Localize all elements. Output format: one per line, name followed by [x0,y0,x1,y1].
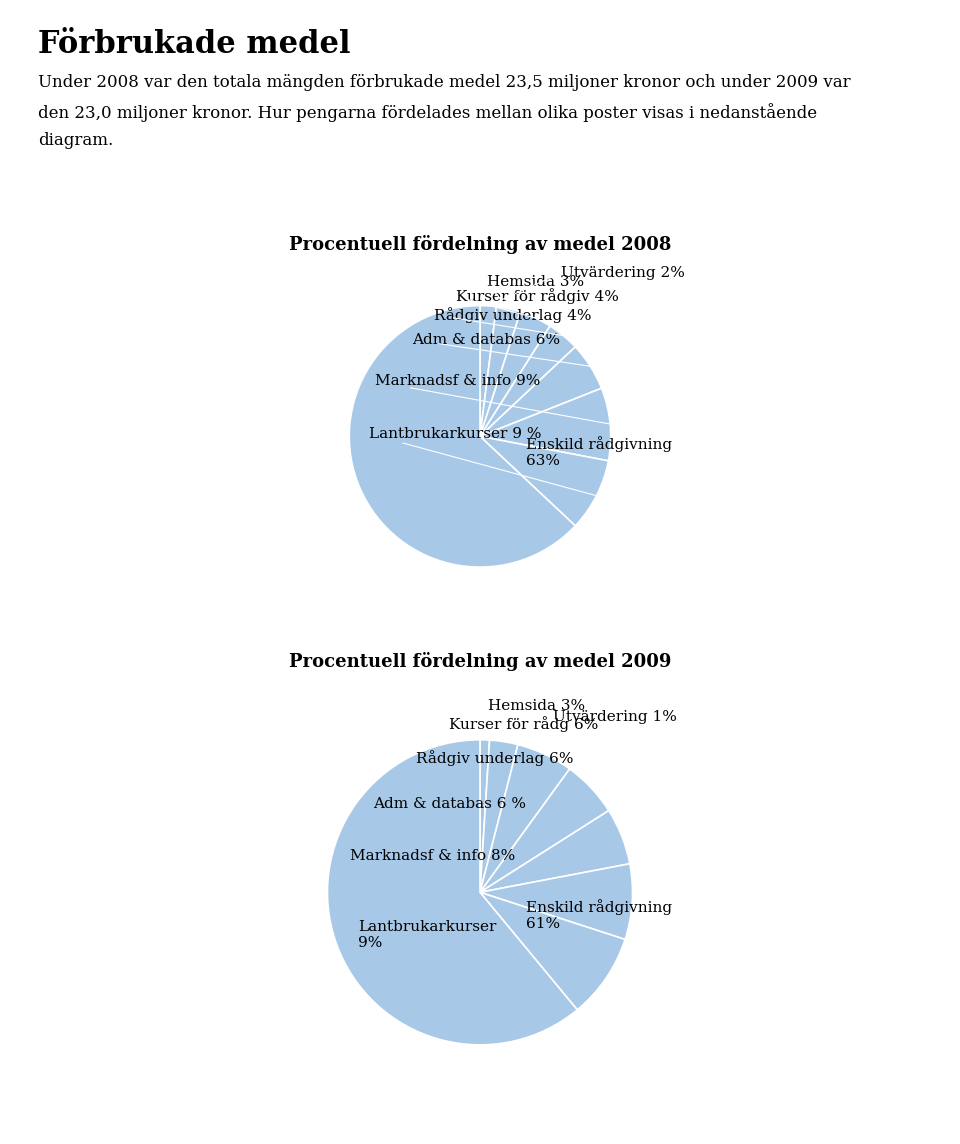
Text: Enskild rådgivning
63%: Enskild rådgivning 63% [526,436,672,468]
Text: Förbrukade medel: Förbrukade medel [38,29,351,59]
Text: Lantbrukarkurser 9 %: Lantbrukarkurser 9 % [369,427,541,440]
Wedge shape [480,388,611,461]
Text: Utvärdering 1%: Utvärdering 1% [553,710,677,724]
Text: Procentuell fördelning av medel 2009: Procentuell fördelning av medel 2009 [289,652,671,672]
Text: Procentuell fördelning av medel 2008: Procentuell fördelning av medel 2008 [289,235,671,254]
Text: Rådgiv underlag 6%: Rådgiv underlag 6% [416,750,573,766]
Wedge shape [480,436,609,526]
Text: Enskild rådgivning
61%: Enskild rådgivning 61% [526,899,672,931]
Wedge shape [480,740,490,892]
Text: Kurser för rådg 6%: Kurser för rådg 6% [449,716,599,732]
Text: Marknadsf & info 9%: Marknadsf & info 9% [375,374,540,389]
Wedge shape [349,305,575,567]
Text: Adm & databas 6%: Adm & databas 6% [412,333,560,347]
Wedge shape [480,892,625,1010]
Text: Kurser för rådgiv 4%: Kurser för rådgiv 4% [456,288,619,304]
Wedge shape [480,347,602,436]
Wedge shape [480,307,520,436]
Text: Lantbrukarkurser
9%: Lantbrukarkurser 9% [358,920,496,951]
Text: Hemsida 3%: Hemsida 3% [487,275,584,289]
Wedge shape [480,745,569,892]
Text: Marknadsf & info 8%: Marknadsf & info 8% [350,849,516,863]
Wedge shape [480,811,630,892]
Wedge shape [480,864,633,939]
Wedge shape [480,326,575,436]
Wedge shape [480,769,609,892]
Wedge shape [480,305,496,436]
Text: den 23,0 miljoner kronor. Hur pengarna fördelades mellan olika poster visas i ne: den 23,0 miljoner kronor. Hur pengarna f… [38,103,818,122]
Text: Hemsida 3%: Hemsida 3% [488,699,585,713]
Text: diagram.: diagram. [38,132,113,149]
Text: Adm & databas 6 %: Adm & databas 6 % [373,797,526,811]
Wedge shape [327,740,577,1044]
Wedge shape [480,312,550,436]
Text: Utvärdering 2%: Utvärdering 2% [561,265,684,280]
Text: Rådgiv underlag 4%: Rådgiv underlag 4% [434,307,591,323]
Text: Under 2008 var den totala mängden förbrukade medel 23,5 miljoner kronor och unde: Under 2008 var den totala mängden förbru… [38,74,851,92]
Wedge shape [480,740,518,892]
